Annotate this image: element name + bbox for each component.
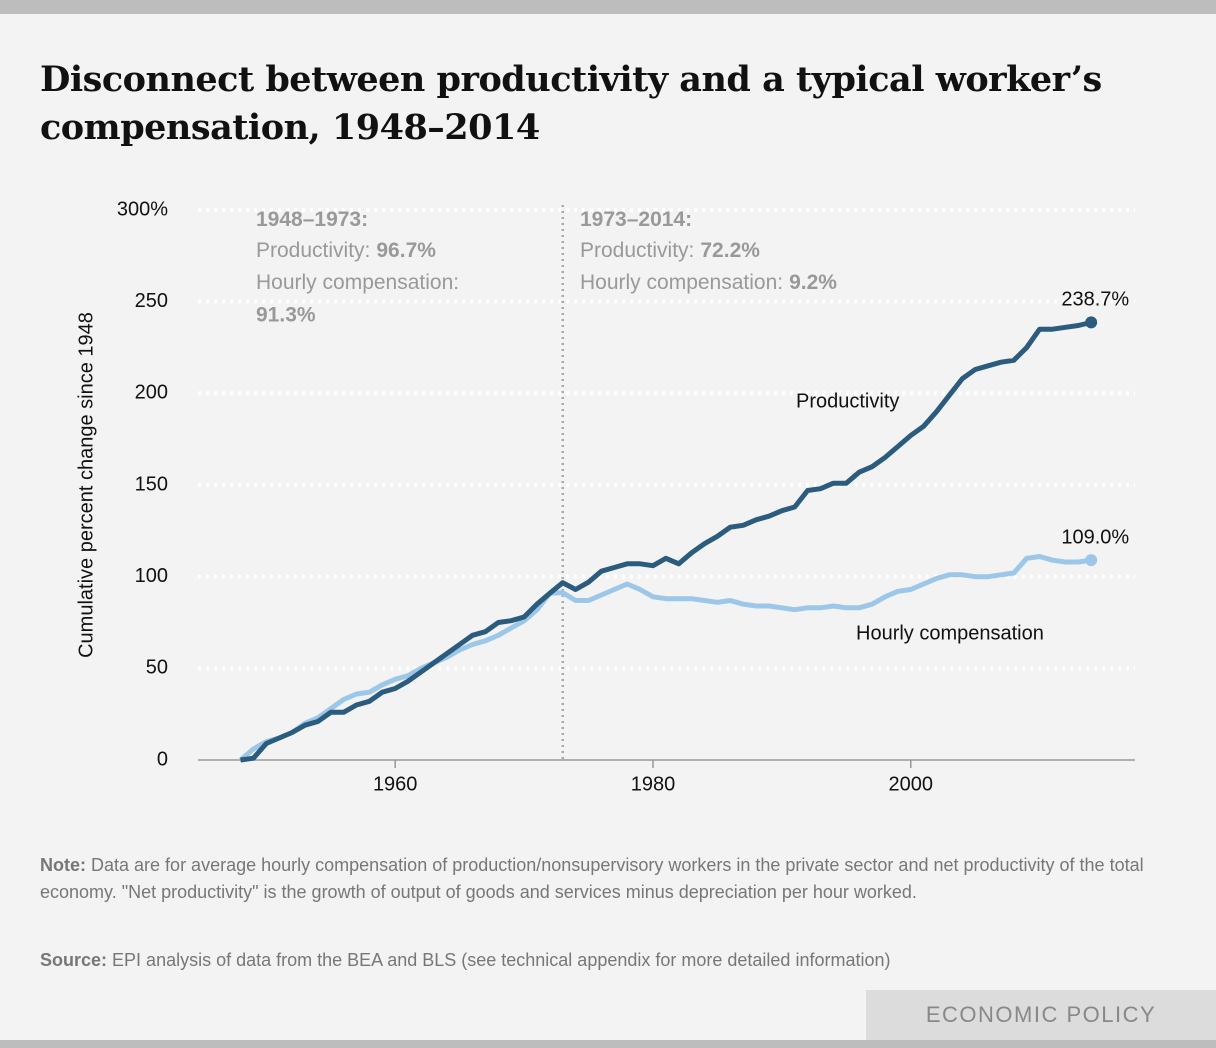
x-tick-label: 2000 bbox=[888, 773, 933, 795]
period-title-text: 1973–2014: bbox=[580, 208, 692, 231]
source: Source: EPI analysis of data from the BE… bbox=[40, 947, 1170, 974]
period-title: 1948–1973: bbox=[256, 208, 368, 231]
period-productivity: Productivity: 72.2% bbox=[580, 239, 760, 262]
note-label: Note: bbox=[40, 855, 86, 875]
label: Hourly compensation: bbox=[580, 271, 783, 294]
period-compensation: Hourly compensation: 9.2% bbox=[580, 271, 837, 294]
brand: ECONOMIC POLICY INSTITUTE bbox=[866, 990, 1216, 1040]
y-tick-label: 0 bbox=[157, 748, 168, 770]
period-compensation-value: 91.3% bbox=[256, 304, 316, 327]
chart-title: Disconnect between productivity and a ty… bbox=[40, 59, 1102, 148]
end-point bbox=[1085, 554, 1098, 567]
label: Hourly compensation: bbox=[256, 271, 459, 294]
label: Productivity: bbox=[580, 239, 694, 262]
y-tick-label: 100 bbox=[135, 565, 168, 587]
y-tick-label: 250 bbox=[135, 290, 168, 312]
value-label: 109.0% bbox=[1061, 526, 1129, 548]
value: 72.2% bbox=[700, 239, 760, 262]
source-label: Source: bbox=[40, 950, 108, 970]
note: Note: Data are for average hourly compen… bbox=[40, 852, 1170, 906]
x-tick-label: 1980 bbox=[631, 773, 676, 795]
value: 9.2% bbox=[789, 271, 837, 294]
series-label: Productivity bbox=[796, 390, 899, 412]
series-line bbox=[240, 319, 1092, 763]
y-tick-label: 50 bbox=[146, 657, 168, 679]
value-label: 238.7% bbox=[1061, 289, 1129, 311]
y-tick-label: 150 bbox=[135, 473, 168, 495]
y-tick-label: 200 bbox=[135, 382, 168, 404]
series-line bbox=[238, 554, 1092, 762]
series-label: Hourly compensation bbox=[856, 622, 1044, 644]
y-axis-label: Cumulative percent change since 1948 bbox=[75, 312, 97, 658]
x-tick-label: 1960 bbox=[373, 773, 418, 795]
bottom-bar bbox=[0, 1040, 1216, 1048]
period-title: 1973–2014: bbox=[580, 208, 692, 231]
top-bar bbox=[0, 0, 1216, 14]
label: Productivity: bbox=[256, 239, 370, 262]
note-text: Data are for average hourly compensation… bbox=[40, 855, 1144, 902]
value: 96.7% bbox=[376, 239, 436, 262]
source-text: EPI analysis of data from the BEA and BL… bbox=[112, 950, 891, 970]
y-tick-label: 300% bbox=[117, 198, 168, 220]
period-productivity: Productivity: 96.7% bbox=[256, 239, 436, 262]
period-compensation: Hourly compensation: bbox=[256, 271, 459, 294]
end-point bbox=[1085, 316, 1098, 329]
period-title-text: 1948–1973: bbox=[256, 208, 368, 231]
